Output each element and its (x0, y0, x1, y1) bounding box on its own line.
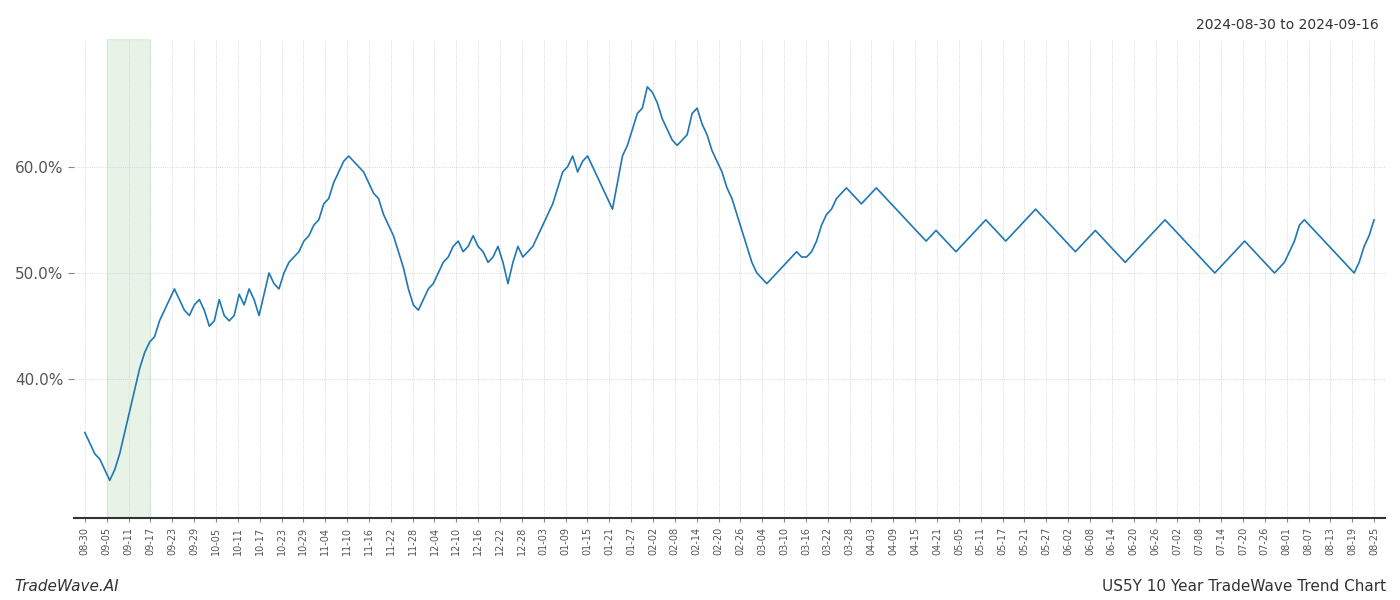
Bar (106, 39, 150, 518)
Text: TradeWave.AI: TradeWave.AI (14, 579, 119, 594)
Text: 2024-08-30 to 2024-09-16: 2024-08-30 to 2024-09-16 (1196, 18, 1379, 32)
Text: US5Y 10 Year TradeWave Trend Chart: US5Y 10 Year TradeWave Trend Chart (1102, 579, 1386, 594)
